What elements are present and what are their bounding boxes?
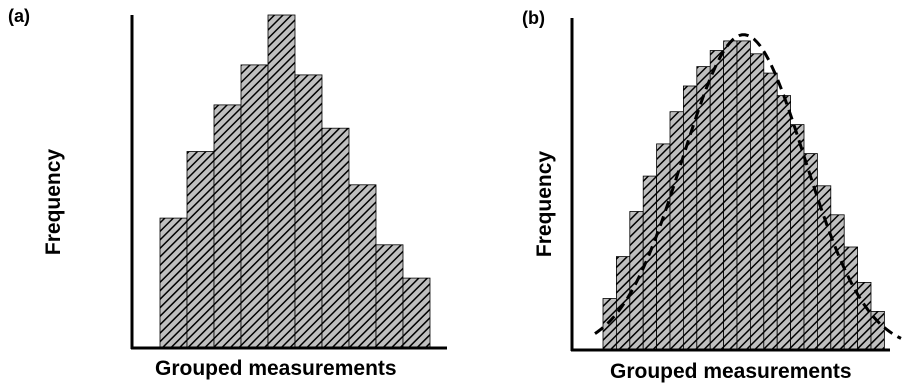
bar-a-2 (186, 151, 215, 349)
bar-b-11 (736, 40, 751, 351)
bar-a-10 (402, 277, 431, 349)
bar-a-3 (213, 104, 242, 349)
bar-a-4 (240, 64, 269, 349)
chart-panel-b: (b) Frequency Grouped measurements (450, 0, 907, 389)
x-axis-label-a: Grouped measurements (155, 357, 397, 380)
bar-a-5 (267, 14, 296, 349)
bar-b-9 (709, 50, 725, 351)
bar-b-16 (803, 153, 818, 351)
bars-a (159, 14, 431, 349)
bar-b-18 (830, 214, 845, 351)
bar-b-15 (790, 124, 805, 351)
chart-panel-a: (a) Frequency Grouped measurements (0, 0, 450, 389)
bar-b-8 (696, 66, 711, 351)
x-axis-label-b: Grouped measurements (610, 360, 852, 383)
bar-b-5 (656, 143, 671, 351)
bar-b-20 (857, 281, 872, 351)
bars-b (602, 40, 885, 351)
bar-b-17 (816, 185, 832, 351)
bar-b-19 (843, 246, 859, 351)
bar-a-9 (375, 244, 404, 349)
histogram-a (130, 14, 447, 350)
bar-b-14 (776, 95, 792, 351)
bar-a-7 (321, 127, 350, 349)
bar-a-1 (159, 217, 188, 349)
panel-label-b: (b) (522, 8, 545, 28)
normal-curve-b (594, 33, 902, 340)
histogram-b (570, 18, 902, 352)
bar-b-1 (602, 298, 617, 351)
bar-b-10 (723, 40, 738, 351)
bar-b-13 (763, 72, 778, 351)
bar-b-6 (669, 111, 684, 351)
bar-a-8 (348, 184, 377, 349)
bar-a-6 (294, 74, 323, 349)
bar-b-12 (749, 53, 765, 351)
panel-label-a: (a) (8, 6, 30, 26)
